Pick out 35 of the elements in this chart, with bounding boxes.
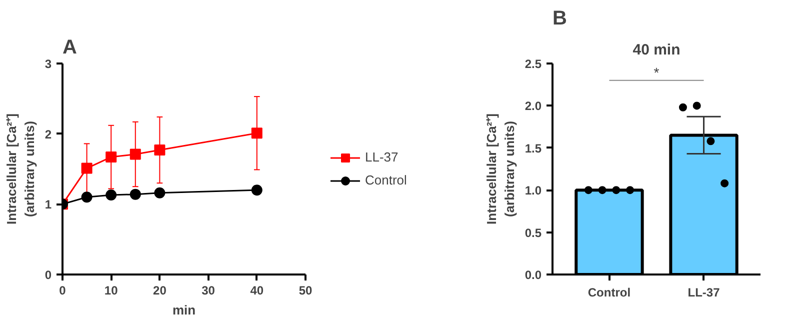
point xyxy=(81,162,92,174)
y-axis-title: Intracellular [Ca²⁺] (arbitrary units) xyxy=(4,114,37,224)
annotation: * xyxy=(654,64,660,80)
point xyxy=(154,187,166,198)
chart-subtitle: 40 min xyxy=(632,42,680,58)
point xyxy=(130,148,141,160)
y-tick-label: 0.5 xyxy=(524,226,542,240)
x-tick-label: 40 xyxy=(250,284,264,298)
point xyxy=(251,128,262,139)
point xyxy=(251,184,262,196)
legend-label: LL-37 xyxy=(365,150,398,164)
point xyxy=(106,152,117,163)
x-axis-title: min xyxy=(172,302,196,318)
x-tick-label: 30 xyxy=(202,284,216,298)
y-tick-label: 0 xyxy=(44,268,52,282)
x-tick-label: 50 xyxy=(298,284,312,298)
x-tick-label: LL-37 xyxy=(688,286,720,300)
x-tick-label: 10 xyxy=(104,284,118,298)
legend-label: Control xyxy=(365,172,407,188)
y-tick-label: 1 xyxy=(44,198,52,212)
chart-title: B xyxy=(552,8,567,30)
y-tick-label: 0.0 xyxy=(524,268,542,282)
y-tick-label: 2.0 xyxy=(524,99,542,114)
x-tick-label: Control xyxy=(588,286,631,300)
y-tick-label: 2.5 xyxy=(524,57,542,71)
y-tick-label: 2 xyxy=(44,127,52,142)
y-axis-title: Intracellular [Ca²⁺] (arbitrary units) xyxy=(484,114,517,224)
x-tick-label: 0 xyxy=(59,284,66,298)
x-tick-label: 20 xyxy=(153,284,167,298)
point xyxy=(154,144,166,156)
y-tick-label: 1.0 xyxy=(524,184,542,198)
point xyxy=(130,188,141,200)
y-tick-label: 1.5 xyxy=(524,141,542,156)
chart-title: A xyxy=(62,36,77,58)
y-tick-label: 3 xyxy=(44,57,52,71)
